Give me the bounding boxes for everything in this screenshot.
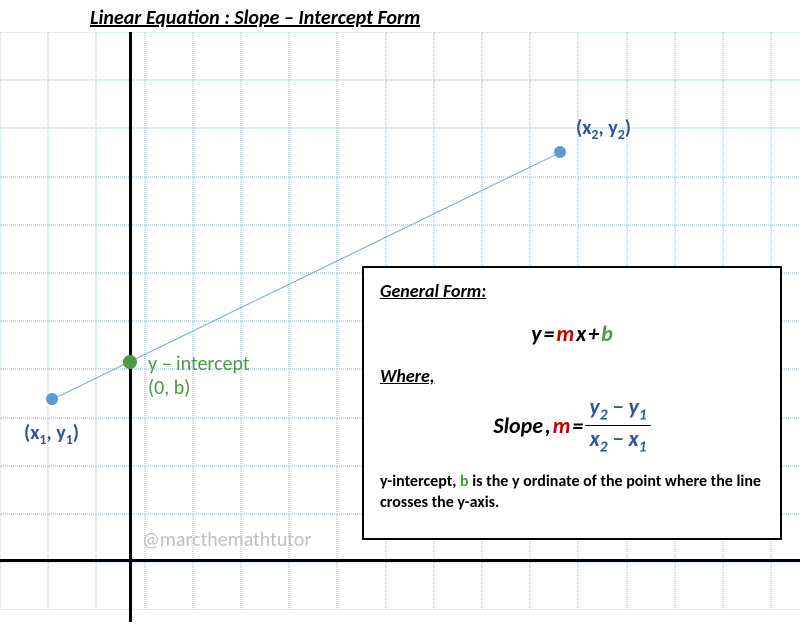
equation-main: y = mx + b — [380, 320, 764, 347]
formula-box: General Form: y = mx + b Where, Slope, m… — [362, 266, 782, 540]
page-title: Linear Equation : Slope – Intercept Form — [90, 6, 420, 30]
y-axis — [129, 32, 132, 622]
formula-header: General Form: — [380, 280, 764, 302]
label-intercept-line2: (0, b) — [148, 376, 190, 400]
formula-note: y-intercept, b is the y ordinate of the … — [380, 471, 764, 514]
x-axis — [0, 559, 800, 562]
equation-slope: Slope, m = y2 − y1x2 − x1 — [380, 395, 764, 457]
point-x1y1 — [46, 393, 58, 405]
label-x2y2: (x2, y2) — [576, 116, 631, 143]
formula-where: Where, — [380, 365, 764, 387]
diagram-canvas: Linear Equation : Slope – Intercept Form… — [0, 0, 800, 638]
watermark: @marcthemathtutor — [142, 528, 311, 552]
label-intercept-line1: y – intercept — [148, 352, 250, 376]
point-intercept — [123, 355, 137, 369]
label-x1y1: (x1, y1) — [24, 421, 79, 448]
point-x2y2 — [554, 146, 566, 158]
